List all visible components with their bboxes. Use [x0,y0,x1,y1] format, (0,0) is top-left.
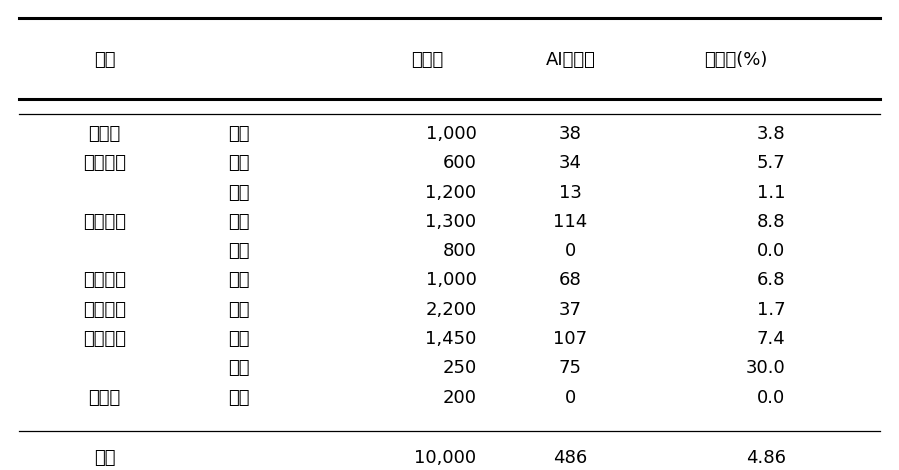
Text: 13: 13 [559,184,582,202]
Text: 800: 800 [442,242,476,260]
Text: 6.8: 6.8 [757,272,786,290]
Text: 시료수: 시료수 [411,51,443,69]
Text: 0.0: 0.0 [757,389,786,407]
Text: 5.7: 5.7 [757,154,786,172]
Text: 600: 600 [442,154,476,172]
Text: 107: 107 [554,330,588,348]
Text: 지역: 지역 [93,51,115,69]
Text: 34: 34 [559,154,582,172]
Text: 38: 38 [559,125,582,143]
Text: 0: 0 [565,389,576,407]
Text: 1,200: 1,200 [425,184,476,202]
Text: 10,000: 10,000 [414,449,476,467]
Text: 충청남도: 충청남도 [83,213,126,231]
Text: 충청북도: 충청북도 [83,154,126,172]
Text: 200: 200 [442,389,476,407]
Text: 해남: 해남 [228,301,250,319]
Text: 검출률(%): 검출률(%) [705,51,768,69]
Text: 75: 75 [559,360,582,377]
Text: 익산: 익산 [228,272,250,290]
Text: 아산: 아산 [228,213,250,231]
Text: 114: 114 [554,213,588,231]
Text: 4.86: 4.86 [745,449,786,467]
Text: 청원: 청원 [228,154,250,172]
Text: 0: 0 [565,242,576,260]
Text: 서산: 서산 [228,184,250,202]
Text: 3.8: 3.8 [757,125,786,143]
Text: 경상남도: 경상남도 [83,330,126,348]
Text: 2,200: 2,200 [425,301,476,319]
Text: 서천: 서천 [228,242,250,260]
Text: 파주: 파주 [228,125,250,143]
Text: 30.0: 30.0 [746,360,786,377]
Text: 1,000: 1,000 [425,125,476,143]
Text: 1,450: 1,450 [425,330,476,348]
Text: 전라북도: 전라북도 [83,272,126,290]
Text: 1.7: 1.7 [757,301,786,319]
Text: 1,300: 1,300 [425,213,476,231]
Text: 합계: 합계 [93,449,115,467]
Text: 68: 68 [559,272,582,290]
Text: AI검출수: AI검출수 [546,51,595,69]
Text: 창녕: 창녕 [228,360,250,377]
Text: 250: 250 [442,360,476,377]
Text: 전라남도: 전라남도 [83,301,126,319]
Text: 경기도: 경기도 [88,125,120,143]
Text: 7.4: 7.4 [757,330,786,348]
Text: 1.1: 1.1 [757,184,786,202]
Text: 37: 37 [559,301,582,319]
Text: 철원: 철원 [228,389,250,407]
Text: 창원: 창원 [228,330,250,348]
Text: 강원도: 강원도 [88,389,120,407]
Text: 8.8: 8.8 [757,213,786,231]
Text: 486: 486 [554,449,588,467]
Text: 0.0: 0.0 [757,242,786,260]
Text: 1,000: 1,000 [425,272,476,290]
